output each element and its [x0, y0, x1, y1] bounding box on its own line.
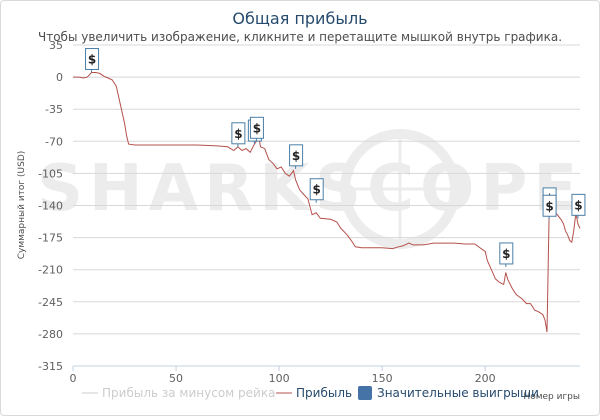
legend-label-big-wins: Значительные выигрыши: [377, 386, 539, 400]
x-tick-label: 100: [269, 372, 290, 385]
x-tick-label: 150: [372, 372, 393, 385]
flag-box: [542, 194, 557, 217]
legend-item-big-wins[interactable]: Значительные выигрыши: [358, 386, 539, 400]
legend-item-net-profit[interactable]: Прибыль за минусом рейка: [82, 386, 275, 400]
flag-box: [571, 193, 586, 216]
legend-square-icon: [358, 386, 372, 400]
y-tick-label: -105: [38, 167, 63, 180]
series-line-profit: [73, 72, 581, 333]
flag-label: $: [313, 183, 321, 197]
x-tick-label: 200: [475, 372, 496, 385]
flag-marker[interactable]: $: [309, 178, 324, 203]
flag-marker[interactable]: $: [289, 144, 304, 169]
flags-significant-wins[interactable]: $$$$$$$$$$: [85, 48, 586, 267]
flag-label: $: [88, 53, 96, 67]
y-axis-title: Суммарный итог (USD): [17, 151, 27, 260]
flag-label: $: [253, 121, 261, 135]
flag-label: $: [545, 199, 553, 213]
chart-subtitle: Чтобы увеличить изображение, кликните и …: [38, 30, 562, 44]
legend-label-profit: Прибыль: [296, 386, 352, 400]
y-tick-label: -315: [38, 360, 63, 373]
flag-box: [309, 178, 324, 201]
flag-label: $: [234, 127, 242, 141]
flag-marker[interactable]: $: [542, 194, 557, 220]
flag-box: [231, 122, 246, 145]
watermark-crosshair-icon: [340, 129, 460, 249]
y-tick-label: -35: [45, 103, 63, 116]
watermark-text: SHARKSCOPE: [37, 152, 583, 226]
flag-marker[interactable]: $: [85, 48, 100, 73]
y-tick-label: -280: [38, 328, 63, 341]
legend-item-profit[interactable]: Прибыль: [276, 386, 352, 400]
legend[interactable]: Прибыль за минусом рейка Прибыль Значите…: [82, 386, 539, 400]
flag-box: [85, 48, 100, 71]
y-tick-label: 0: [56, 71, 63, 84]
flag-marker[interactable]: $: [249, 116, 264, 142]
flag-box: [289, 144, 304, 167]
x-axis-title: Номер игры: [523, 392, 580, 402]
flag-box: [499, 242, 514, 265]
legend-label-net-profit: Прибыль за минусом рейка: [102, 386, 275, 400]
x-tick-label: 50: [169, 372, 183, 385]
y-axis-ticks: 35 0 -35 -70 -105 -140 -175 -210 -245 -280 -315: [38, 39, 63, 373]
flag-marker[interactable]: $: [231, 122, 246, 147]
y-tick-label: -245: [38, 296, 63, 309]
flag-label: $: [574, 198, 582, 212]
y-tick-label: -175: [38, 232, 63, 245]
flag-marker[interactable]: $: [571, 193, 586, 219]
x-tick-label: 0: [70, 372, 77, 385]
y-tick-label: 35: [49, 39, 63, 52]
flag-box: [249, 116, 264, 139]
y-tick-label: -140: [38, 200, 63, 213]
x-axis-ticks: 0 50 100 150 200: [70, 366, 496, 385]
grid-lines: [73, 44, 580, 367]
chart-title: Общая прибыль: [232, 9, 367, 28]
flag-label: $: [502, 247, 510, 261]
y-tick-label: -210: [38, 264, 63, 277]
flag-label: $: [292, 149, 300, 163]
flag-marker[interactable]: $: [499, 242, 514, 267]
y-tick-label: -70: [45, 135, 63, 148]
